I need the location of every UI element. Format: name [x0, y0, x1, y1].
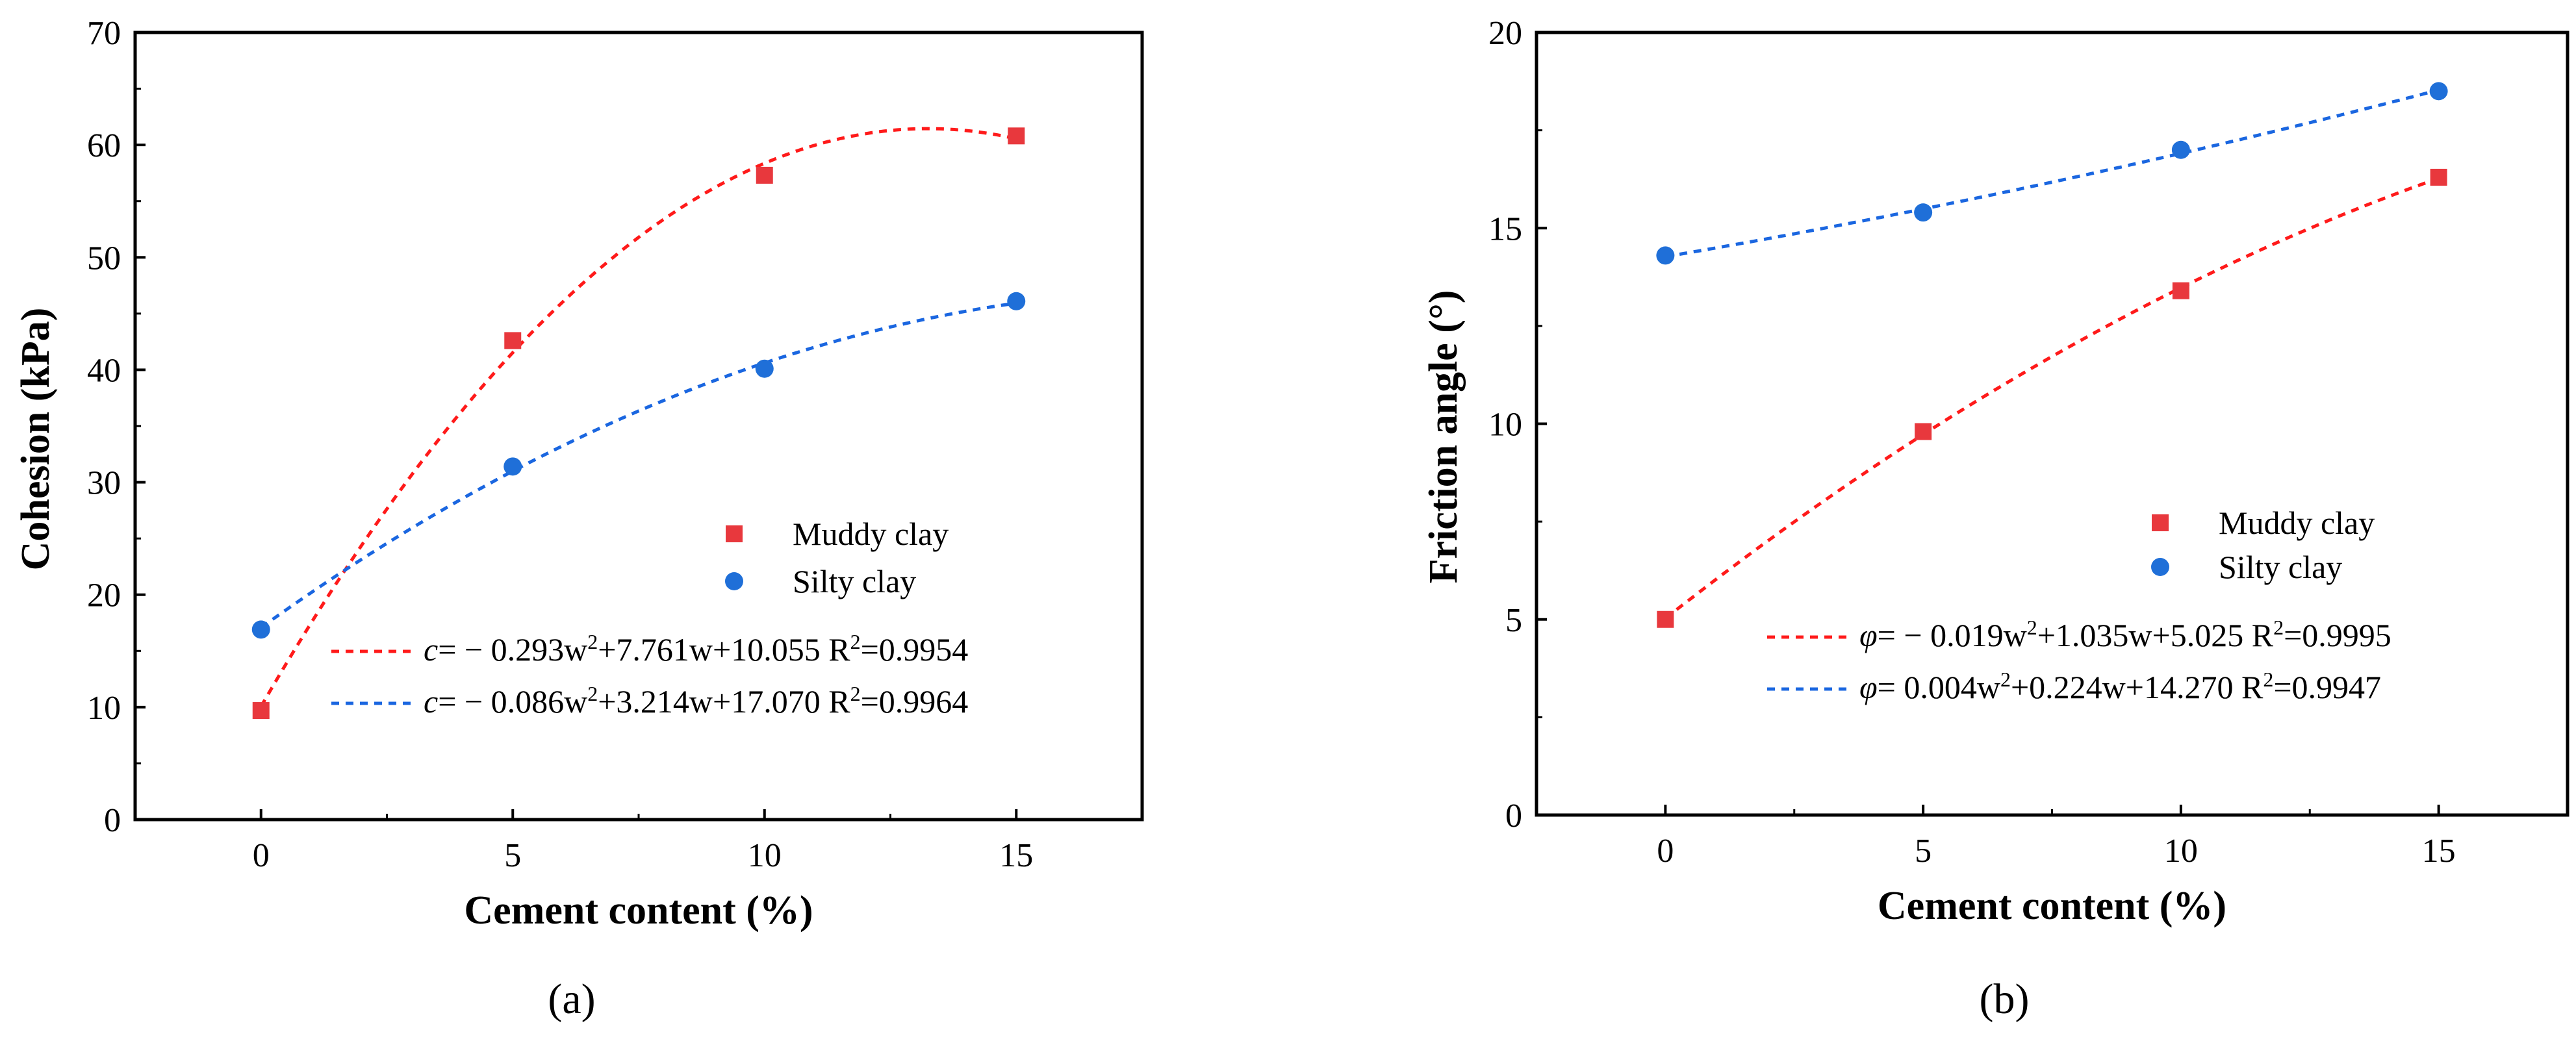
data-point-silty-clay: [755, 359, 774, 378]
legend-label: Silty clay: [2219, 549, 2342, 585]
x-tick-label: 5: [1915, 833, 1932, 870]
data-point-silty-clay: [1007, 292, 1026, 310]
x-tick-label: 15: [999, 837, 1033, 874]
fit-curve-silty-clay: [1664, 88, 2440, 258]
legend-label: Silty clay: [793, 563, 916, 599]
y-tick-label: 60: [87, 127, 121, 164]
data-point-silty-clay: [1914, 203, 1933, 222]
data-point-muddy-clay: [504, 332, 522, 349]
y-tick-label: 15: [1488, 210, 1522, 247]
data-point-muddy-clay: [756, 166, 773, 184]
fit-curve-muddy-clay: [259, 127, 1017, 708]
fit-equation: c= − 0.293w2+7.761w+10.055 R2=0.9954: [424, 630, 968, 668]
fit-curve-silty-clay: [260, 301, 1017, 629]
y-tick-label: 20: [1488, 15, 1522, 52]
data-point-silty-clay: [2171, 140, 2190, 159]
x-tick-label: 10: [748, 837, 782, 874]
data-point-muddy-clay: [2172, 282, 2189, 299]
fit-equation: φ= 0.004w2+0.224w+14.270 R2=0.9947: [1859, 668, 2381, 705]
y-tick-label: 10: [1488, 407, 1522, 444]
fit-equation: φ= − 0.019w2+1.035w+5.025 R2=0.9995: [1859, 616, 2391, 653]
chart-panel-b: 0 5 10 15 20 0 5 10 15 Cement content (%) Friction…: [1422, 15, 2570, 1023]
y-axis-label: Cohesion (kPa): [14, 308, 58, 571]
fit-equation: c= − 0.086w2+3.214w+17.070 R2=0.9964: [424, 682, 968, 720]
x-axis-label: Cement content (%): [464, 888, 813, 933]
chart-panel-a: 0 10 20 30 40 50 60 70 0 5 10 15 Cement content (%) C…: [14, 15, 1144, 1023]
data-point-silty-clay: [2429, 82, 2448, 101]
x-axis-label: Cement content (%): [1878, 884, 2226, 928]
legend-label: Muddy clay: [793, 516, 949, 552]
data-point-muddy-clay: [252, 702, 270, 720]
y-tick-label: 0: [1505, 798, 1522, 835]
x-tick-label: 15: [2422, 833, 2456, 870]
y-tick-label: 40: [87, 352, 121, 389]
legend-marker-circle: [2151, 558, 2169, 576]
data-point-muddy-clay: [1657, 610, 1674, 628]
y-tick-label: 20: [87, 577, 121, 614]
y-tick-label: 30: [87, 465, 121, 502]
data-point-muddy-clay: [2430, 168, 2447, 186]
panel-caption: (b): [1980, 975, 2030, 1023]
x-tick-label: 5: [504, 837, 521, 874]
data-point-muddy-clay: [1915, 423, 1932, 440]
y-axis-label: Friction angle (°): [1422, 290, 1466, 584]
x-tick-label: 10: [2164, 833, 2198, 870]
y-tick-label: 5: [1505, 602, 1522, 639]
legend-marker-circle: [725, 572, 743, 590]
x-tick-label: 0: [1657, 833, 1674, 870]
legend-marker-square: [726, 525, 743, 542]
data-point-silty-clay: [504, 457, 522, 476]
panel-caption: (a): [548, 975, 595, 1023]
y-tick-label: 70: [87, 15, 121, 52]
legend-marker-square: [2152, 514, 2169, 531]
data-point-muddy-clay: [1008, 127, 1025, 145]
x-tick-label: 0: [253, 837, 270, 874]
data-point-silty-clay: [1656, 246, 1675, 265]
legend-label: Muddy clay: [2219, 505, 2375, 541]
y-tick-label: 50: [87, 240, 121, 277]
y-tick-label: 10: [87, 690, 121, 727]
fit-curve-muddy-clay: [1664, 177, 2440, 620]
y-tick-label: 0: [104, 802, 121, 839]
data-point-silty-clay: [251, 620, 270, 639]
